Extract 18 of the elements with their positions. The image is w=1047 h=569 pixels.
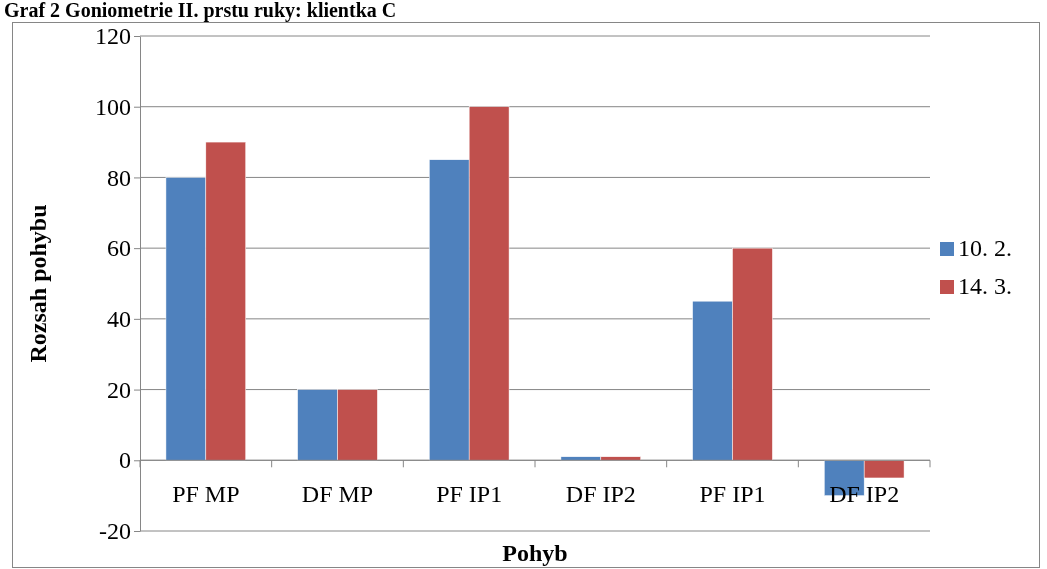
y-tick-label: 100 [95,93,131,120]
x-tick-label: PF MP [172,481,240,508]
x-tick-label: DF IP2 [565,481,636,508]
y-tick-label: 60 [107,235,131,262]
legend-label: 14. 3. [958,273,1012,299]
y-tick-label: 20 [107,376,131,403]
legend-label: 10. 2. [958,235,1012,261]
chart-title: Graf 2 Goniometrie II. prstu ruky: klientka C [4,0,397,22]
x-tick-label: DF MP [301,481,374,508]
y-tick-label: -20 [99,518,131,545]
y-tick-label: 0 [119,447,131,474]
x-tick-label: PF IP1 [436,481,503,508]
y-tick-label: 80 [107,164,131,191]
x-tick-label: PF IP1 [699,481,766,508]
y-tick-label: 120 [95,23,131,50]
y-tick-label: 40 [107,306,131,333]
x-axis-title: Pohyb [502,540,568,566]
y-axis-title: Rozsah pohybu [25,204,51,363]
